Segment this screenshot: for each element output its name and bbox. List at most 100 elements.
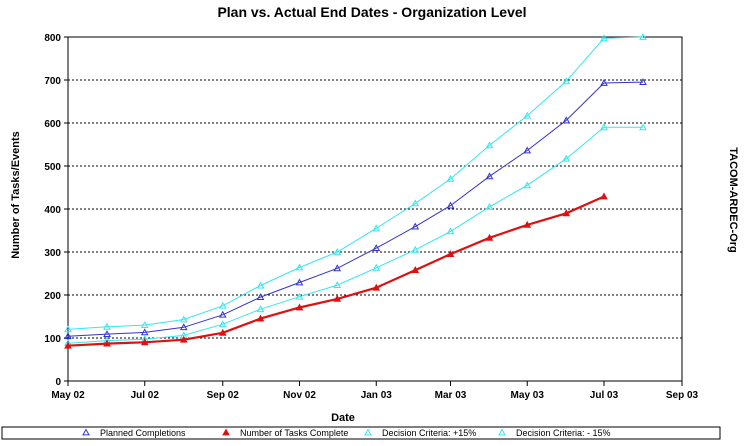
data-point (218, 310, 227, 318)
data-point (485, 141, 494, 149)
legend-box (1, 426, 721, 440)
series-1 (64, 123, 647, 347)
data-point (140, 328, 149, 336)
x-tick-label: May 03 (511, 390, 545, 401)
x-tick-label: Mar 03 (435, 390, 467, 401)
data-point (333, 247, 342, 255)
y-tick-label: 0 (55, 377, 61, 388)
data-point (485, 202, 494, 210)
x-tick-label: Nov 02 (283, 390, 316, 401)
y-tick-label: 800 (44, 33, 61, 44)
series-line (67, 36, 644, 330)
y-tick-label: 700 (44, 76, 61, 87)
y-tick-label: 600 (44, 119, 61, 130)
data-point (218, 328, 227, 336)
data-point (562, 209, 571, 217)
data-point (333, 264, 342, 272)
data-point (295, 278, 304, 286)
data-point (372, 283, 381, 291)
data-point (218, 301, 227, 309)
side-label: TACOM-ARDEC-Org (727, 147, 739, 253)
data-point (411, 199, 420, 207)
data-point (295, 263, 304, 271)
series-3 (64, 192, 608, 349)
series-group (64, 32, 647, 349)
data-point (179, 315, 188, 323)
data-point (562, 77, 571, 85)
y-tick-label: 100 (44, 334, 61, 345)
legend-marker (82, 428, 90, 436)
data-point (600, 34, 608, 42)
data-point (639, 32, 647, 40)
y-tick-label: 200 (44, 291, 61, 302)
x-tick-label: Jan 03 (361, 390, 393, 401)
grid-lines (68, 36, 682, 339)
data-point (179, 335, 188, 343)
x-tick-label: Sep 02 (207, 390, 240, 401)
legend-marker (364, 428, 372, 436)
data-point (446, 250, 455, 258)
data-point (523, 146, 532, 154)
legend-item: Planned Completions (82, 428, 186, 438)
legend-label: Number of Tasks Complete (240, 428, 348, 438)
data-point (103, 339, 111, 347)
data-point (600, 78, 608, 86)
data-point (218, 320, 227, 328)
data-point (523, 181, 532, 189)
data-point (411, 245, 420, 253)
data-point (256, 293, 265, 301)
series-2 (64, 78, 647, 340)
data-point (256, 281, 265, 289)
data-point (523, 220, 532, 228)
legend: Planned Completions Number of Tasks Compl… (1, 426, 721, 440)
legend-label: Decision Criteria: - 15% (516, 428, 611, 438)
data-point (562, 116, 571, 124)
x-axis-label: Date (331, 412, 355, 424)
data-point (600, 192, 608, 200)
data-point (639, 123, 647, 131)
chart-title: Plan vs. Actual End Dates - Organization… (217, 4, 526, 20)
data-point (639, 78, 647, 86)
data-point (103, 322, 111, 330)
data-point (411, 266, 420, 273)
data-point (333, 294, 342, 302)
data-point (64, 341, 72, 349)
series-line (67, 81, 644, 337)
data-point (103, 330, 111, 338)
legend-marker (498, 428, 506, 436)
data-point (446, 201, 455, 209)
data-point (333, 281, 342, 289)
series-line (67, 126, 643, 344)
legend-item: Number of Tasks Complete (222, 428, 348, 438)
y-axis-label: Number of Tasks/Events (10, 131, 22, 259)
data-point (411, 222, 420, 230)
data-point (446, 227, 455, 235)
legend-marker (222, 428, 230, 436)
x-axis: May 02 Jul 02 Sep 02 Nov 02 Jan 03 Mar 03 May … (51, 381, 699, 401)
data-point (140, 338, 149, 346)
legend-label: Planned Completions (100, 428, 186, 438)
y-tick-label: 400 (44, 205, 61, 216)
data-point (372, 224, 381, 232)
data-point (446, 174, 455, 182)
legend-item: Decision Criteria: - 15% (498, 428, 611, 438)
data-point (372, 263, 381, 271)
data-point (256, 305, 265, 313)
data-point (295, 292, 304, 300)
x-tick-label: May 02 (51, 390, 85, 401)
y-axis: 0 100 200 300 400 500 600 700 800 (44, 33, 68, 388)
legend-item: Decision Criteria: +15% (364, 428, 476, 438)
x-tick-label: Sep 03 (666, 390, 699, 401)
data-point (600, 123, 608, 131)
data-point (485, 233, 494, 241)
series-0 (64, 32, 647, 333)
data-point (523, 111, 532, 119)
data-point (140, 321, 149, 328)
x-tick-label: Jul 03 (590, 390, 619, 401)
y-tick-label: 300 (44, 248, 61, 259)
data-point (64, 325, 72, 333)
data-point (485, 172, 494, 180)
data-point (562, 154, 571, 162)
data-point (256, 314, 265, 322)
